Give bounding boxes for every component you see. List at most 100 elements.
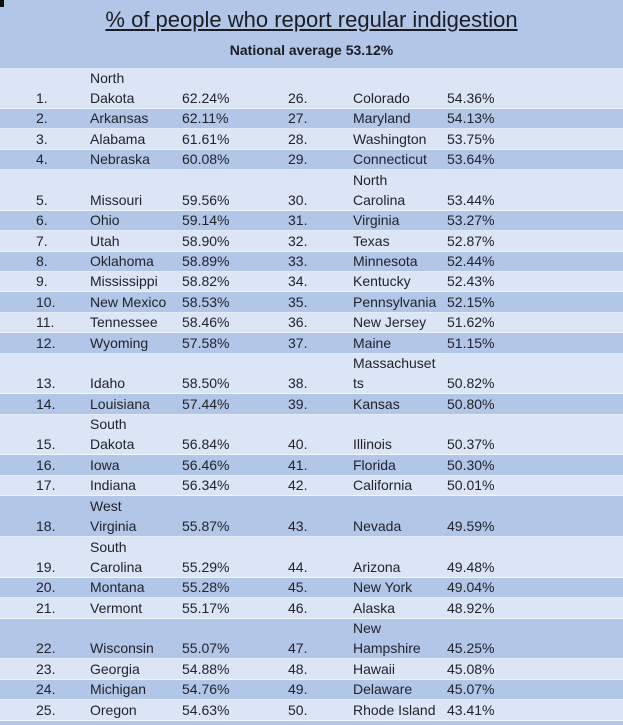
- state-cell-left: North Dakota: [90, 69, 135, 106]
- header: % of people who report regular indigesti…: [0, 0, 623, 68]
- state-cell-right: Rhode Island: [353, 701, 436, 718]
- percent-cell-left: 54.76%: [182, 681, 230, 698]
- rank-cell-left: 23.: [36, 660, 56, 677]
- rank-cell-right: 42.: [288, 477, 308, 494]
- rank-cell-left: 25.: [36, 701, 56, 718]
- rank-cell-left: 11.: [36, 314, 55, 331]
- state-cell-right: Florida: [353, 456, 396, 473]
- rank-cell-left: 24.: [36, 681, 56, 698]
- state-cell-left: Arkansas: [90, 110, 149, 127]
- rank-cell-right: 43.: [288, 518, 308, 535]
- state-cell-left: Oklahoma: [90, 252, 154, 269]
- rank-cell-left: 17.: [36, 477, 56, 494]
- state-cell-right: Illinois: [353, 436, 392, 453]
- state-cell-right: Maine: [353, 334, 392, 351]
- percent-cell-left: 58.82%: [182, 273, 230, 290]
- table-row: 4. Nebraska 60.08% 29. Connecticut 53.64…: [0, 149, 623, 170]
- table-row: 1. North Dakota 62.24% 26. Colorado 54.3…: [0, 68, 623, 109]
- percent-cell-right: 50.80%: [447, 395, 495, 412]
- rank-cell-right: 49.: [288, 681, 308, 698]
- state-cell-left: South Carolina: [90, 538, 143, 575]
- state-cell-right: Arizona: [353, 558, 401, 575]
- state-cell-right: Delaware: [353, 681, 413, 698]
- percent-cell-left: 58.50%: [182, 375, 230, 392]
- rank-cell-right: 47.: [288, 640, 308, 657]
- state-cell-left: Ohio: [90, 212, 120, 229]
- percent-cell-left: 58.46%: [182, 314, 230, 331]
- rank-cell-right: 46.: [288, 599, 308, 616]
- rank-cell-left: 22.: [36, 640, 56, 657]
- state-cell-right: Maryland: [353, 110, 411, 127]
- state-cell-right: North Carolina: [353, 171, 406, 208]
- rank-cell-left: 3.: [36, 130, 48, 147]
- table-row: 25. Oregon 54.63% 50. Rhode Island 43.41…: [0, 700, 623, 721]
- national-average-label: National average 53.12%: [229, 42, 394, 58]
- state-cell-right: New Jersey: [353, 314, 427, 331]
- table-row: 20. Montana 55.28% 45. New York 49.04%: [0, 577, 623, 599]
- percent-cell-right: 48.92%: [447, 599, 495, 616]
- percent-cell-right: 53.44%: [447, 191, 495, 208]
- table-row: 5. Missouri 59.56% 30. North Carolina 53…: [0, 169, 623, 211]
- percent-cell-left: 56.46%: [182, 456, 230, 473]
- state-cell-right: New York: [353, 579, 413, 596]
- table-row: 2. Arkansas 62.11% 27. Maryland 54.13%: [0, 108, 623, 130]
- rank-cell-right: 41.: [288, 456, 308, 473]
- percent-cell-right: 52.15%: [447, 293, 495, 310]
- percent-cell-right: 52.43%: [447, 273, 495, 290]
- percent-cell-left: 56.84%: [182, 436, 230, 453]
- table-row: 17. Indiana 56.34% 42. California 50.01%: [0, 475, 623, 497]
- table-row: 7. Utah 58.90% 32. Texas 52.87%: [0, 231, 623, 252]
- percent-cell-left: 59.56%: [182, 191, 230, 208]
- percent-cell-left: 59.14%: [182, 212, 230, 229]
- table-row: 10. New Mexico 58.53% 35. Pennsylvania 5…: [0, 292, 623, 313]
- state-cell-left: Vermont: [90, 599, 143, 616]
- rank-cell-right: 28.: [288, 130, 308, 147]
- rank-cell-left: 18.: [36, 518, 56, 535]
- state-cell-right: Pennsylvania: [353, 293, 437, 310]
- table-row: 11. Tennessee 58.46% 36. New Jersey 51.6…: [0, 312, 623, 334]
- percent-cell-left: 58.90%: [182, 232, 230, 249]
- page-title: % of people who report regular indigesti…: [105, 7, 518, 32]
- state-cell-right: Hawaii: [353, 660, 396, 677]
- rank-cell-left: 4.: [36, 150, 48, 167]
- state-cell-left: Wisconsin: [90, 640, 154, 657]
- state-cell-left: Iowa: [90, 456, 120, 473]
- rank-cell-left: 9.: [36, 273, 48, 290]
- rank-cell-left: 7.: [36, 232, 48, 249]
- state-cell-left: Wyoming: [90, 334, 149, 351]
- percent-cell-right: 52.87%: [447, 232, 495, 249]
- percent-cell-left: 58.89%: [182, 252, 230, 269]
- state-cell-left: Nebraska: [90, 150, 150, 167]
- rank-cell-right: 40.: [288, 436, 308, 453]
- percent-cell-right: 51.15%: [447, 334, 495, 351]
- percent-cell-right: 54.36%: [447, 89, 495, 106]
- state-cell-left: Idaho: [90, 375, 126, 392]
- percent-cell-left: 57.58%: [182, 334, 230, 351]
- state-cell-right: Kansas: [353, 395, 400, 412]
- rank-cell-right: 27.: [288, 110, 308, 127]
- percent-cell-left: 54.63%: [182, 701, 230, 718]
- state-cell-left: New Mexico: [90, 293, 167, 310]
- corner-mark: [0, 0, 4, 7]
- percent-cell-right: 53.64%: [447, 150, 495, 167]
- rank-cell-left: 15.: [36, 436, 56, 453]
- table-row: 18. West Virginia 55.87% 43. Nevada 49.5…: [0, 496, 623, 538]
- percent-cell-right: 54.13%: [447, 110, 495, 127]
- rank-cell-right: 31.: [288, 212, 308, 229]
- rank-cell-left: 13.: [36, 375, 56, 392]
- table-row: 21. Vermont 55.17% 46. Alaska 48.92%: [0, 598, 623, 619]
- percent-cell-left: 54.88%: [182, 660, 230, 677]
- rank-cell-left: 6.: [36, 212, 48, 229]
- table-row: 19. South Carolina 55.29% 44. Arizona 49…: [0, 537, 623, 578]
- state-cell-left: South Dakota: [90, 416, 135, 453]
- percent-cell-right: 49.48%: [447, 558, 495, 575]
- state-cell-right: Nevada: [353, 518, 402, 535]
- percent-cell-left: 56.34%: [182, 477, 230, 494]
- state-cell-right: New Hampshire: [353, 620, 421, 657]
- state-cell-right: Connecticut: [353, 150, 427, 167]
- state-cell-left: Alabama: [90, 130, 146, 147]
- state-cell-left: Tennessee: [90, 314, 158, 331]
- percent-cell-right: 53.27%: [447, 212, 495, 229]
- percent-cell-right: 50.01%: [447, 477, 495, 494]
- percent-cell-right: 50.30%: [447, 456, 495, 473]
